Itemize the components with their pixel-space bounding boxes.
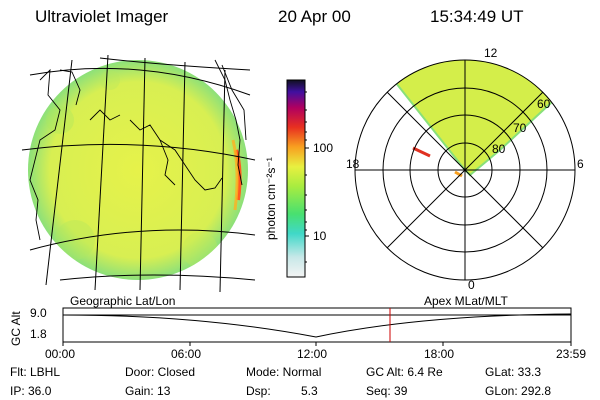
seq-info: Seq: 39 (366, 384, 408, 398)
latlon-grid (21, 54, 256, 293)
gain-info: Gain: 13 (125, 384, 171, 398)
uv-disk (28, 60, 248, 280)
y-tick-1-8: 1.8 (30, 327, 47, 341)
x-tick-1200: 12:00 (297, 347, 328, 361)
mode-info: Mode: Normal (246, 365, 322, 379)
lat-60-label: 60 (537, 97, 551, 111)
mlt-6-label: 6 (577, 157, 584, 171)
dsp-value: 5.3 (301, 384, 318, 398)
colorbar (286, 79, 306, 278)
x-tick-1800: 18:00 (424, 347, 455, 361)
flt-info: Flt: LBHL (10, 365, 61, 379)
glat-info: GLat: 33.3 (485, 365, 542, 379)
colorbar-tick-100: 100 (313, 141, 334, 155)
colorbar-tick-10: 10 (313, 229, 327, 243)
colorbar-ticks (305, 91, 309, 263)
geographic-latlon-label: Geographic Lat/Lon (70, 294, 176, 308)
x-tick-0600: 06:00 (171, 347, 202, 361)
lat-70-label: 70 (513, 121, 527, 135)
gc-alt-timeline (62, 307, 572, 346)
mlt-0-label: 0 (468, 278, 475, 292)
polar-rings (354, 59, 576, 281)
app-title: Ultraviolet Imager (35, 7, 169, 26)
apex-mlat-label: Apex MLat/MLT (424, 294, 508, 308)
gc-alt-info: GC Alt: 6.4 Re (366, 365, 443, 379)
altitude-trace (62, 313, 572, 338)
lat-80-label: 80 (492, 142, 506, 156)
time-label: 15:34:49 UT (430, 7, 524, 26)
glon-info: GLon: 292.8 (485, 384, 552, 398)
polar-plot (354, 59, 576, 281)
mlt-12-label: 12 (484, 46, 498, 60)
door-info: Door: Closed (125, 365, 196, 379)
aurora-spot (412, 146, 431, 158)
earth-disk-panel (21, 54, 256, 293)
coastlines (29, 59, 247, 241)
dsp-label: Dsp: (246, 384, 271, 398)
date-label: 20 Apr 00 (278, 7, 351, 26)
gc-alt-axis-label: GC Alt (9, 311, 23, 346)
y-tick-9: 9.0 (30, 306, 47, 320)
x-tick-0000: 00:00 (45, 347, 76, 361)
ip-info: IP: 36.0 (10, 384, 52, 398)
x-tick-2359: 23:59 (556, 347, 587, 361)
mlt-18-label: 18 (346, 157, 360, 171)
colorbar-unit-label: photon cm⁻²s⁻¹ (264, 157, 278, 240)
